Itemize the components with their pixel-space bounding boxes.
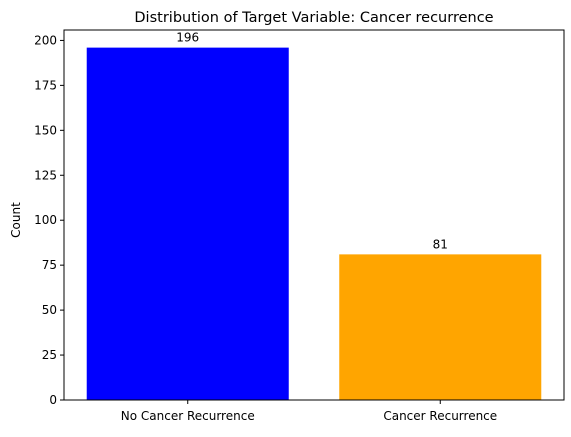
- y-ticks: 0 25 50 75 100 125 150 175 200: [34, 33, 64, 407]
- bar-1: [86, 47, 289, 400]
- y-tick-label: 150: [34, 123, 57, 137]
- bars-layer: [86, 47, 542, 400]
- y-tick-label: 0: [49, 393, 57, 407]
- x-ticks: No Cancer Recurrence Cancer Recurrence: [121, 400, 497, 423]
- y-tick-label: 50: [42, 303, 57, 317]
- data-labels: 196 81: [176, 31, 448, 252]
- bar-2: [339, 254, 542, 400]
- y-tick-label: 200: [34, 33, 57, 47]
- y-axis-label: Count: [9, 202, 23, 238]
- y-tick-label: 125: [34, 168, 57, 182]
- y-tick-label: 25: [42, 348, 57, 362]
- y-tick-label: 175: [34, 78, 57, 92]
- data-label-1: 196: [176, 31, 199, 45]
- plot-frame: [63, 29, 565, 401]
- data-label-2: 81: [433, 237, 448, 251]
- y-tick-label: 75: [42, 258, 57, 272]
- y-tick-label: 100: [34, 213, 57, 227]
- chart-title: Distribution of Target Variable: Cancer …: [134, 10, 493, 26]
- x-tick-label: No Cancer Recurrence: [121, 409, 255, 423]
- x-tick-label: Cancer Recurrence: [383, 409, 497, 423]
